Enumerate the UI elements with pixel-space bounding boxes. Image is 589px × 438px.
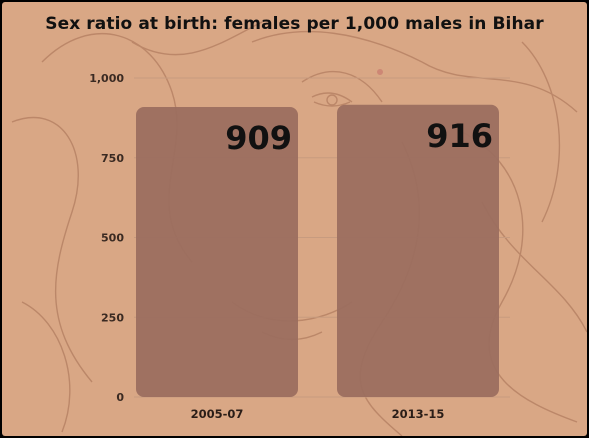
- x-tick-label: 2005-07: [191, 407, 244, 421]
- bar-value-label: 909: [225, 119, 292, 157]
- chart-title: Sex ratio at birth: females per 1,000 ma…: [45, 14, 544, 34]
- y-tick-label: 500: [101, 232, 124, 245]
- y-tick-label: 750: [101, 152, 124, 165]
- x-tick-label: 2013-15: [392, 407, 445, 421]
- bar-2005-07: [136, 107, 298, 398]
- bar-2013-15: [337, 104, 499, 398]
- bar-value-label: 916: [426, 117, 493, 155]
- y-tick-label: 0: [116, 391, 124, 404]
- y-tick-label: 1,000: [89, 72, 124, 85]
- y-tick-label: 250: [101, 311, 124, 324]
